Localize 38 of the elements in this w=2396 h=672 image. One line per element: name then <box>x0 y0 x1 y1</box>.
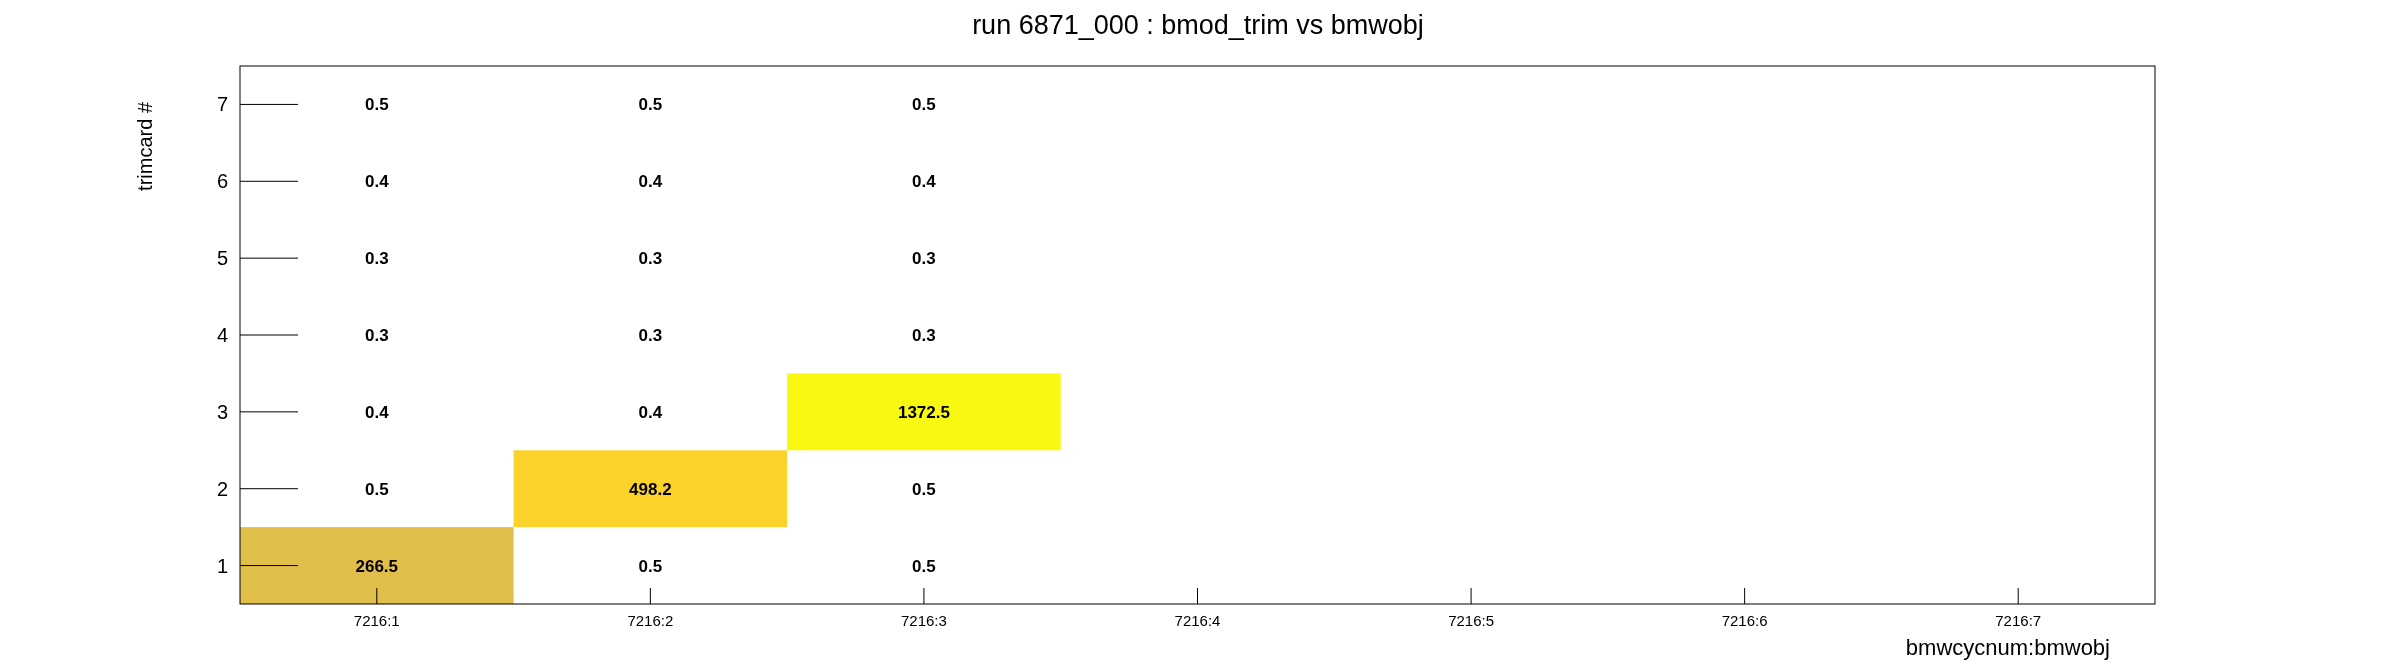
data-label: 0.4 <box>638 402 663 422</box>
x-tick-label: 7216:7 <box>1995 612 2042 629</box>
data-label: 0.3 <box>638 325 663 345</box>
x-axis-title: bmwcycnum:bmwobj <box>1905 635 2110 660</box>
data-label: 0.5 <box>912 95 936 115</box>
data-label: 498.2 <box>629 479 672 499</box>
y-tick-label: 2 <box>216 477 228 500</box>
data-label: 0.3 <box>912 249 936 269</box>
data-label: 0.5 <box>638 95 663 115</box>
data-label: 0.4 <box>364 402 390 422</box>
data-label: 266.5 <box>355 556 399 576</box>
y-axis-title: trimcard # <box>134 101 156 191</box>
y-tick-label: 6 <box>216 170 228 193</box>
data-label: 0.5 <box>364 95 389 115</box>
x-tick-label: 7216:2 <box>627 612 674 629</box>
data-label: 0.5 <box>912 479 936 499</box>
chart-title: run 6871_000 : bmod_trim vs bmwobj <box>972 10 1424 40</box>
y-tick-label: 4 <box>216 324 228 346</box>
data-label: 1372.5 <box>897 402 950 422</box>
x-tick-label: 7216:4 <box>1174 612 1221 629</box>
data-label: 0.5 <box>638 556 663 576</box>
data-label: 0.3 <box>364 249 389 269</box>
x-tick-label: 7216:5 <box>1448 612 1495 629</box>
data-label: 0.4 <box>364 172 390 192</box>
y-tick-label: 3 <box>216 400 228 423</box>
x-tick-label: 7216:6 <box>1721 612 1768 629</box>
data-label: 0.4 <box>912 172 937 192</box>
data-label: 0.5 <box>912 556 936 576</box>
data-label: 0.5 <box>364 479 389 499</box>
x-tick-label: 7216:1 <box>353 612 400 629</box>
y-tick-label: 1 <box>216 554 228 577</box>
data-label: 0.3 <box>912 325 936 345</box>
y-tick-label: 5 <box>216 247 228 270</box>
data-label: 0.3 <box>638 249 663 269</box>
y-tick-label: 7 <box>216 93 228 116</box>
x-tick-label: 7216:3 <box>900 612 947 629</box>
data-label: 0.3 <box>364 325 389 345</box>
data-label: 0.4 <box>638 172 663 192</box>
